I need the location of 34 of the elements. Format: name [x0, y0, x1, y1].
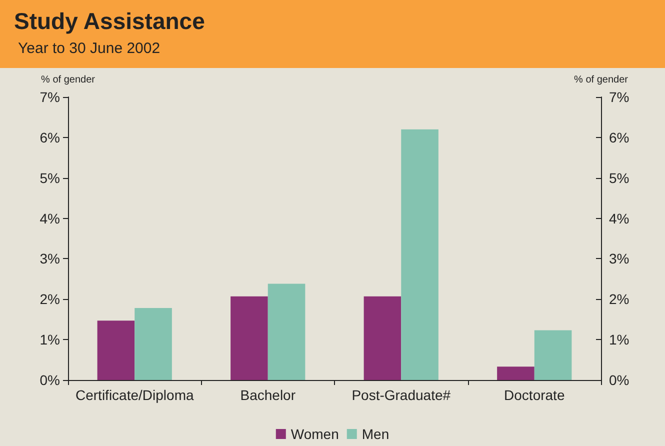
x-tick-label: Bachelor: [240, 387, 296, 403]
y2-tick-label: 6%: [609, 129, 630, 146]
y2-tick-label: 0%: [609, 372, 630, 388]
y-tick-label: 0%: [40, 372, 60, 388]
chart-title: Study Assistance: [14, 8, 205, 35]
y-tick-label: 2%: [40, 291, 60, 308]
bar: [364, 296, 402, 380]
x-tick-label: Certificate/Diploma: [75, 387, 194, 403]
y2-axis-title: % of gender: [574, 74, 629, 86]
y-tick-label: 5%: [40, 170, 60, 186]
bar: [134, 308, 172, 380]
y2-tick-label: 3%: [609, 250, 630, 267]
x-tick-label: Post-Graduate#: [352, 387, 451, 403]
y-tick-label: 1%: [40, 332, 60, 348]
legend-label: Men: [362, 426, 390, 442]
bar: [230, 296, 268, 380]
y-tick-label: 4%: [40, 210, 60, 226]
y2-tick-label: 5%: [609, 170, 630, 186]
legend-label: Women: [290, 426, 339, 442]
bar: [268, 284, 306, 380]
chart-subtitle: Year to 30 June 2002: [18, 40, 160, 57]
y2-tick-label: 7%: [609, 89, 630, 105]
x-tick-label: Doctorate: [504, 387, 565, 403]
bar: [497, 366, 534, 380]
bar: [534, 330, 572, 380]
y-tick-label: 7%: [40, 89, 60, 105]
y2-tick-label: 4%: [609, 210, 630, 226]
y2-tick-label: 1%: [609, 332, 630, 348]
y-axis-title: % of gender: [41, 74, 96, 86]
bar: [97, 320, 135, 380]
y-tick-label: 6%: [40, 129, 60, 146]
y-tick-label: 3%: [40, 250, 60, 267]
bar: [401, 129, 438, 380]
y2-tick-label: 2%: [609, 291, 630, 308]
